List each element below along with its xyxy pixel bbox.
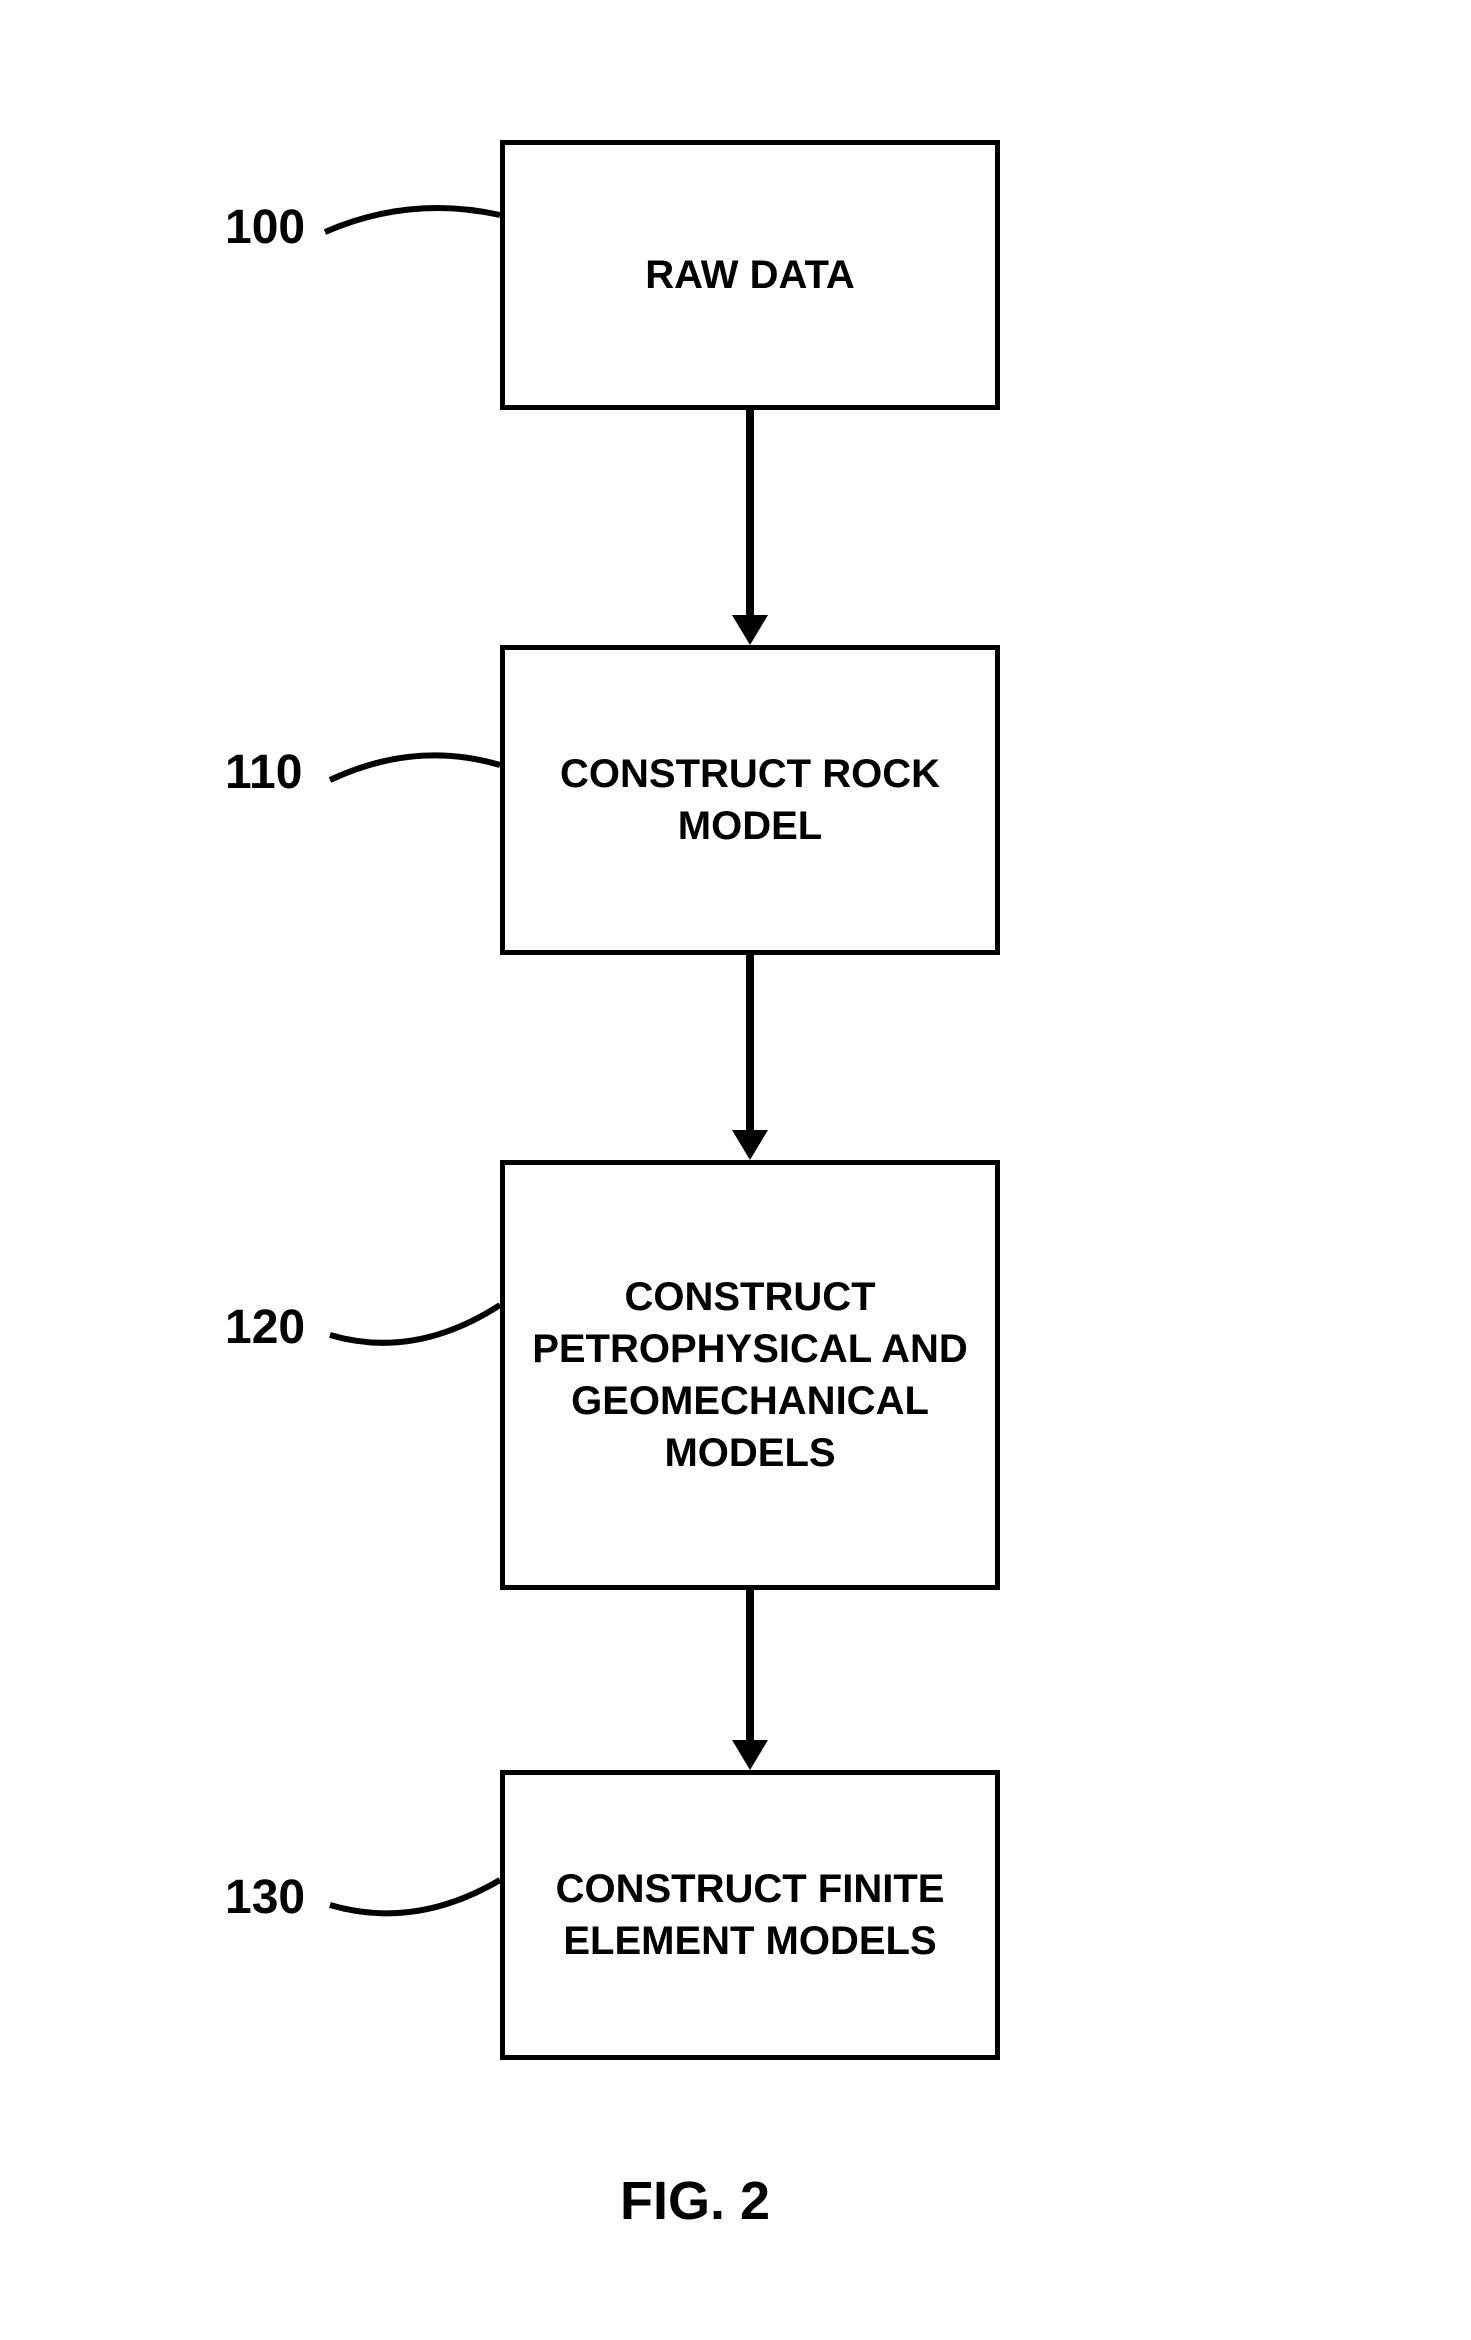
node-ref-number: 130	[225, 1870, 305, 1925]
node-ref-number: 110	[225, 745, 302, 800]
figure-title: FIG. 2	[620, 2170, 770, 2232]
arrow-line	[746, 955, 754, 1130]
node-ref-number: 100	[225, 200, 305, 255]
node-label: CONSTRUCT PETROPHYSICAL AND GEOMECHANICA…	[525, 1271, 975, 1479]
node-ref-number: 120	[225, 1300, 305, 1355]
flowchart-node: CONSTRUCT FINITE ELEMENT MODELS	[500, 1770, 1000, 2060]
arrow-line	[746, 1590, 754, 1740]
arrow-head-icon	[732, 615, 768, 645]
arrow-head-icon	[732, 1130, 768, 1160]
node-label: CONSTRUCT ROCK MODEL	[525, 748, 975, 852]
arrow-head-icon	[732, 1740, 768, 1770]
arrow-line	[746, 410, 754, 615]
flowchart-node: CONSTRUCT PETROPHYSICAL AND GEOMECHANICA…	[500, 1160, 1000, 1590]
flowchart-node: RAW DATA	[500, 140, 1000, 410]
flowchart-node: CONSTRUCT ROCK MODEL	[500, 645, 1000, 955]
node-label: CONSTRUCT FINITE ELEMENT MODELS	[525, 1863, 975, 1967]
node-label: RAW DATA	[645, 249, 855, 301]
